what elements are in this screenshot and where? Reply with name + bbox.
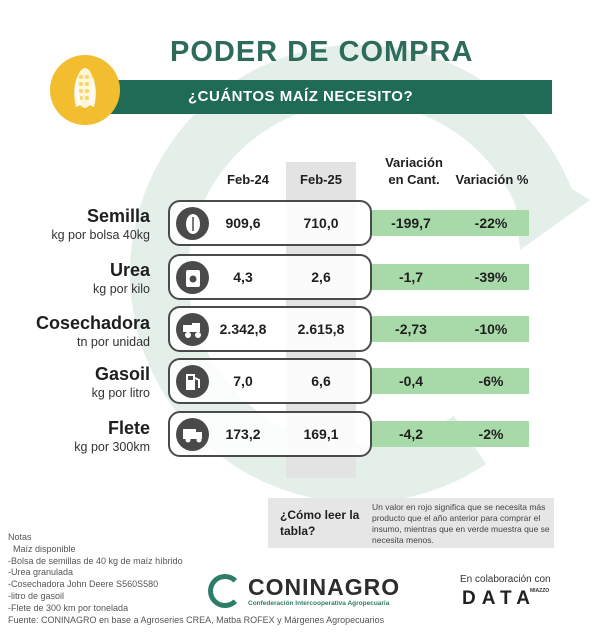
variation-band: -199,7 -22% bbox=[372, 210, 529, 236]
row-unit: kg por 300km bbox=[74, 440, 150, 454]
header-var-cant: Variación en Cant. bbox=[385, 155, 443, 187]
how-to-read-question: ¿Cómo leer la tabla? bbox=[280, 508, 360, 538]
row-pill-flete bbox=[168, 411, 372, 457]
note-line: -Cosechadora John Deere S560S580 bbox=[8, 579, 159, 590]
data-brand-mark: MIAZZO bbox=[530, 588, 550, 594]
seed-icon bbox=[176, 207, 209, 240]
value-feb24: 7,0 bbox=[233, 373, 253, 389]
data-brand: DATA bbox=[462, 588, 536, 609]
value-var-pct: -10% bbox=[474, 321, 508, 337]
value-var-cant: -0,4 bbox=[398, 373, 424, 389]
truck-icon bbox=[176, 418, 209, 451]
row-pill-urea bbox=[168, 254, 372, 300]
coninagro-brand: CONINAGRO bbox=[248, 574, 401, 600]
fuel-pump-icon bbox=[176, 365, 209, 398]
header-var-pct: Variación % bbox=[455, 172, 529, 187]
row-pill-gasoil bbox=[168, 358, 372, 404]
row-name: Cosechadora bbox=[35, 313, 150, 333]
coninagro-subtitle: Confederación Intercooperativa Agropecua… bbox=[248, 600, 390, 607]
value-var-pct: -6% bbox=[478, 373, 504, 389]
value-feb25: 2.615,8 bbox=[297, 321, 345, 337]
value-var-pct: -39% bbox=[474, 269, 508, 285]
row-unit: kg por kilo bbox=[93, 282, 150, 296]
row-name: Urea bbox=[109, 260, 150, 280]
value-feb25: 6,6 bbox=[311, 373, 331, 389]
value-feb24: 173,2 bbox=[225, 426, 261, 442]
row-unit: tn por unidad bbox=[77, 335, 150, 349]
harvester-icon bbox=[176, 313, 209, 346]
value-var-cant: -1,7 bbox=[398, 269, 424, 285]
note-line: -Urea granulada bbox=[8, 567, 74, 578]
value-feb25: 169,1 bbox=[303, 426, 339, 442]
row-label-gasoil: Gasoil kg por litro bbox=[0, 364, 150, 400]
row-pill-cosechadora bbox=[168, 306, 372, 352]
variation-band: -0,4 -6% bbox=[372, 368, 529, 394]
note-line: Maíz disponible bbox=[8, 543, 76, 554]
variation-band: -4,2 -2% bbox=[372, 421, 529, 447]
notes-title: Notas bbox=[8, 532, 32, 542]
value-feb25: 2,6 bbox=[311, 269, 331, 285]
notes-block: Notas Maíz disponible -Bolsa de semillas… bbox=[8, 532, 384, 626]
coninagro-logo: CONINAGRO Confederación Intercooperativa… bbox=[208, 574, 418, 614]
variation-band: -1,7 -39% bbox=[372, 264, 529, 290]
row-label-cosechadora: Cosechadora tn por unidad bbox=[0, 313, 150, 349]
subtitle-text: ¿CUÁNTOS MAÍZ NECESITO? bbox=[188, 88, 414, 105]
row-label-flete: Flete kg por 300km bbox=[0, 418, 150, 454]
value-var-pct: -2% bbox=[478, 426, 504, 442]
value-var-cant: -2,73 bbox=[395, 321, 427, 337]
header-feb24: Feb-24 bbox=[227, 172, 269, 187]
value-var-cant: -199,7 bbox=[391, 215, 431, 231]
value-feb24: 2.342,8 bbox=[219, 321, 267, 337]
source-line: Fuente: CONINAGRO en base a Agroseries C… bbox=[8, 614, 385, 625]
value-var-pct: -22% bbox=[474, 215, 508, 231]
corn-icon bbox=[50, 55, 120, 125]
row-name: Semilla bbox=[86, 206, 150, 226]
row-name: Gasoil bbox=[94, 364, 150, 384]
value-feb25: 710,0 bbox=[303, 215, 339, 231]
how-to-read-box: ¿Cómo leer la tabla? bbox=[268, 498, 554, 548]
note-line: -litro de gasoil bbox=[8, 590, 65, 601]
value-feb24: 4,3 bbox=[233, 269, 253, 285]
note-line: -Bolsa de semillas de 40 kg de maíz híbr… bbox=[8, 555, 183, 566]
row-name: Flete bbox=[107, 418, 150, 438]
row-unit: kg por litro bbox=[91, 386, 150, 400]
how-to-read-answer: Un valor en rojo significa que se necesi… bbox=[372, 502, 550, 545]
value-feb24: 909,6 bbox=[225, 215, 261, 231]
row-label-semilla: Semilla kg por bolsa 40kg bbox=[0, 206, 150, 242]
collab-label: En colaboración con bbox=[460, 574, 551, 585]
row-unit: kg por bolsa 40kg bbox=[51, 228, 150, 242]
row-label-urea: Urea kg por kilo bbox=[0, 260, 150, 296]
subtitle-banner: ¿CUÁNTOS MAÍZ NECESITO? bbox=[104, 80, 552, 114]
coninagro-ring-icon bbox=[208, 574, 242, 608]
header-feb25: Feb-25 bbox=[300, 172, 342, 187]
variation-band: -2,73 -10% bbox=[372, 316, 529, 342]
value-var-cant: -4,2 bbox=[398, 426, 424, 442]
note-line: -Flete de 300 km por tonelada bbox=[8, 602, 129, 613]
page-title: PODER DE COMPRA bbox=[170, 36, 474, 68]
fertilizer-bag-icon bbox=[176, 261, 209, 294]
row-pill-semilla bbox=[168, 200, 372, 246]
